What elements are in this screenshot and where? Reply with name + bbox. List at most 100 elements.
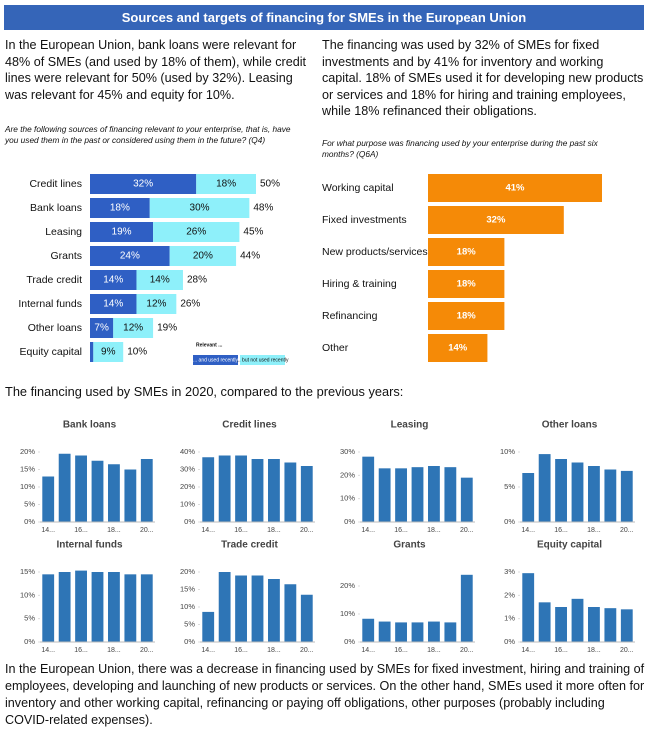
y-tick-label: 0% [504,517,515,526]
y-tick-label: 3% [504,567,515,576]
bar [75,455,87,522]
bar-segment [90,174,197,194]
intro-right: The financing was used by 32% of SMEs fo… [322,38,644,118]
value-label: 41% [505,183,525,194]
bar [411,467,424,522]
value-label: 20% [193,251,213,262]
value-label: 30% [190,203,210,214]
bar [362,456,375,522]
category-label: Working capital [322,182,394,194]
y-tick-label: 5% [504,482,515,491]
x-tick-label: 18... [107,647,121,654]
value-label: 18% [457,279,477,290]
x-tick-label: 14... [201,527,215,534]
bar-segment [90,270,137,290]
x-tick-label: 20... [620,647,634,654]
y-tick-label: 20% [340,581,355,590]
x-tick-label: 18... [587,647,601,654]
bar [284,584,297,642]
bar [284,462,297,522]
category-label: Hiring & training [322,278,397,290]
category-label: Other loans [28,322,82,334]
x-tick-label: 16... [394,527,408,534]
bar [58,453,71,522]
value-label: 26% [186,227,206,238]
bar [378,621,391,642]
bar [268,459,280,522]
bar [395,622,407,642]
value-label: 14% [150,275,170,286]
conclusion: In the European Union, there was a decre… [5,662,645,727]
y-tick-label: 15% [20,567,35,576]
y-tick-label: 10% [180,602,195,611]
y-tick-label: 0% [344,637,355,646]
x-tick-label: 16... [394,647,408,654]
bar [395,468,407,522]
x-tick-label: 14... [201,647,215,654]
bar [202,457,215,522]
x-tick-label: 18... [107,527,121,534]
y-tick-label: 20% [340,470,355,479]
x-tick-label: 20... [460,647,474,654]
intro-left: In the European Union, bank loans were r… [5,38,306,102]
bar [538,602,551,642]
bar [300,466,313,522]
bar [202,611,215,642]
bar [251,575,264,642]
y-tick-label: 0% [24,637,35,646]
y-tick-label: 0% [184,637,195,646]
bar [218,455,231,522]
total-label: 19% [157,323,177,334]
value-label: 14% [448,343,468,354]
legend-swatch [193,355,238,365]
bar [362,618,375,642]
bar [555,607,567,642]
chart-title: Trade credit [221,540,278,551]
y-tick-label: 20% [180,567,195,576]
bar [428,238,505,266]
chart-title: Grants [393,540,426,551]
bar [268,579,280,642]
x-tick-label: 14... [41,527,55,534]
value-label: 18% [457,311,477,322]
x-tick-label: 14... [521,527,535,534]
value-label: 32% [486,215,506,226]
bar [124,469,137,522]
bar-segment [136,270,183,290]
y-tick-label: 2% [504,590,515,599]
bar [604,608,617,642]
bar [460,574,473,642]
total-label: 26% [180,299,200,310]
bar-segment [90,222,154,242]
y-tick-label: 10% [340,609,355,618]
bar [108,464,120,522]
y-tick-label: 0% [504,637,515,646]
x-tick-label: 14... [361,527,375,534]
bar-segment [149,198,250,218]
y-tick-label: 15% [20,464,35,473]
bar [620,609,633,642]
value-label: 14% [103,299,123,310]
bar [571,462,584,522]
y-tick-label: 5% [184,619,195,628]
bar [411,622,424,642]
total-label: 45% [243,227,263,238]
y-tick-label: 10% [340,494,355,503]
x-tick-label: 14... [41,647,55,654]
bar-segment [153,222,240,242]
bar [428,334,488,362]
category-label: Leasing [45,226,82,238]
bar [522,573,535,642]
chart-title: Bank loans [63,420,117,431]
x-tick-label: 16... [234,527,248,534]
value-label: 9% [101,347,116,358]
category-label: Credit lines [29,178,82,190]
y-tick-label: 10% [180,499,195,508]
category-label: Internal funds [18,298,82,310]
bar [444,622,457,642]
total-label: 10% [127,347,147,358]
x-tick-label: 20... [300,527,314,534]
y-tick-label: 30% [180,464,195,473]
value-label: 14% [103,275,123,286]
